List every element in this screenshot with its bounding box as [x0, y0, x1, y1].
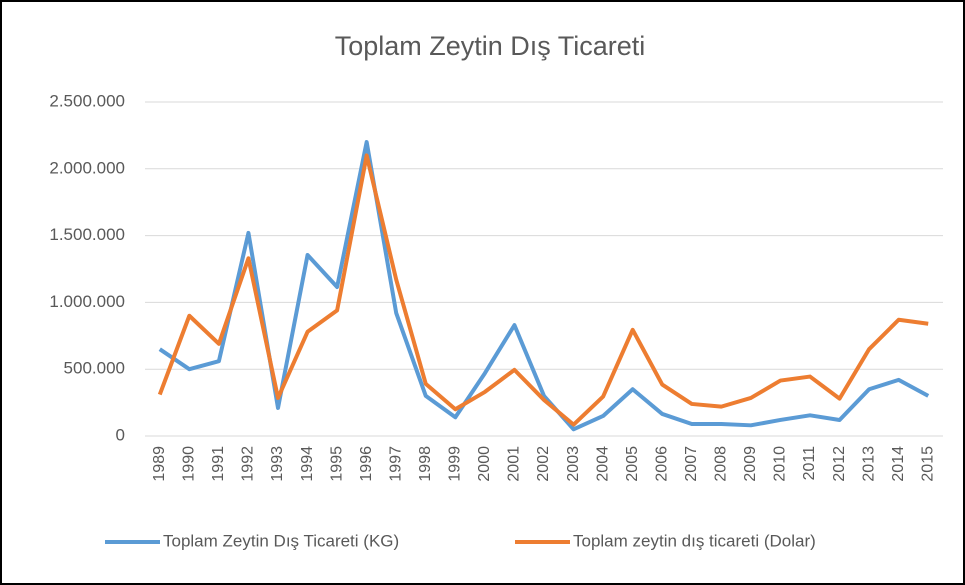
- chart-title: Toplam Zeytin Dış Ticareti: [335, 31, 646, 61]
- series-line: [158, 140, 930, 432]
- x-tick-label: 2001: [506, 446, 523, 482]
- x-tick-label: 2008: [713, 446, 730, 482]
- x-tick-label: 1989: [151, 446, 168, 482]
- x-tick-label: 2010: [772, 446, 789, 482]
- x-tick-label: 1992: [240, 446, 257, 482]
- y-tick-label: 2.500.000: [49, 91, 125, 110]
- x-tick-label: 1995: [328, 446, 345, 482]
- y-tick-label: 500.000: [64, 359, 125, 378]
- x-tick-label: 1994: [299, 446, 316, 482]
- x-tick-label: 1997: [387, 446, 404, 482]
- x-tick-label: 1990: [181, 446, 198, 482]
- x-tick-label: 2005: [624, 446, 641, 482]
- y-tick-label: 2.000.000: [49, 158, 125, 177]
- x-tick-label: 2000: [476, 446, 493, 482]
- x-tick-label: 1993: [269, 446, 286, 482]
- x-tick-label: 2006: [653, 446, 670, 482]
- y-tick-label: 1.000.000: [49, 292, 125, 311]
- x-tick-label: 2003: [565, 446, 582, 482]
- x-tick-label: 1999: [447, 446, 464, 482]
- legend-label: Toplam zeytin dış ticareti (Dolar): [573, 531, 816, 550]
- x-tick-label: 2002: [535, 446, 552, 482]
- x-tick-label: 2013: [860, 446, 877, 482]
- x-tick-label: 1991: [210, 446, 227, 482]
- x-tick-label: 2004: [594, 446, 611, 482]
- x-tick-label: 2015: [919, 446, 936, 482]
- y-tick-label: 1.500.000: [49, 225, 125, 244]
- x-tick-label: 2007: [683, 446, 700, 482]
- x-tick-label: 2011: [801, 446, 818, 481]
- x-tick-label: 2012: [831, 446, 848, 482]
- series-line: [157, 153, 929, 427]
- x-tick-label: 1996: [358, 446, 375, 482]
- x-tick-label: 1998: [417, 446, 434, 482]
- y-tick-label: 0: [116, 425, 125, 444]
- x-tick-label: 2009: [742, 446, 759, 482]
- legend-label: Toplam Zeytin Dış Ticareti (KG): [163, 531, 399, 550]
- x-tick-label: 2014: [890, 446, 907, 482]
